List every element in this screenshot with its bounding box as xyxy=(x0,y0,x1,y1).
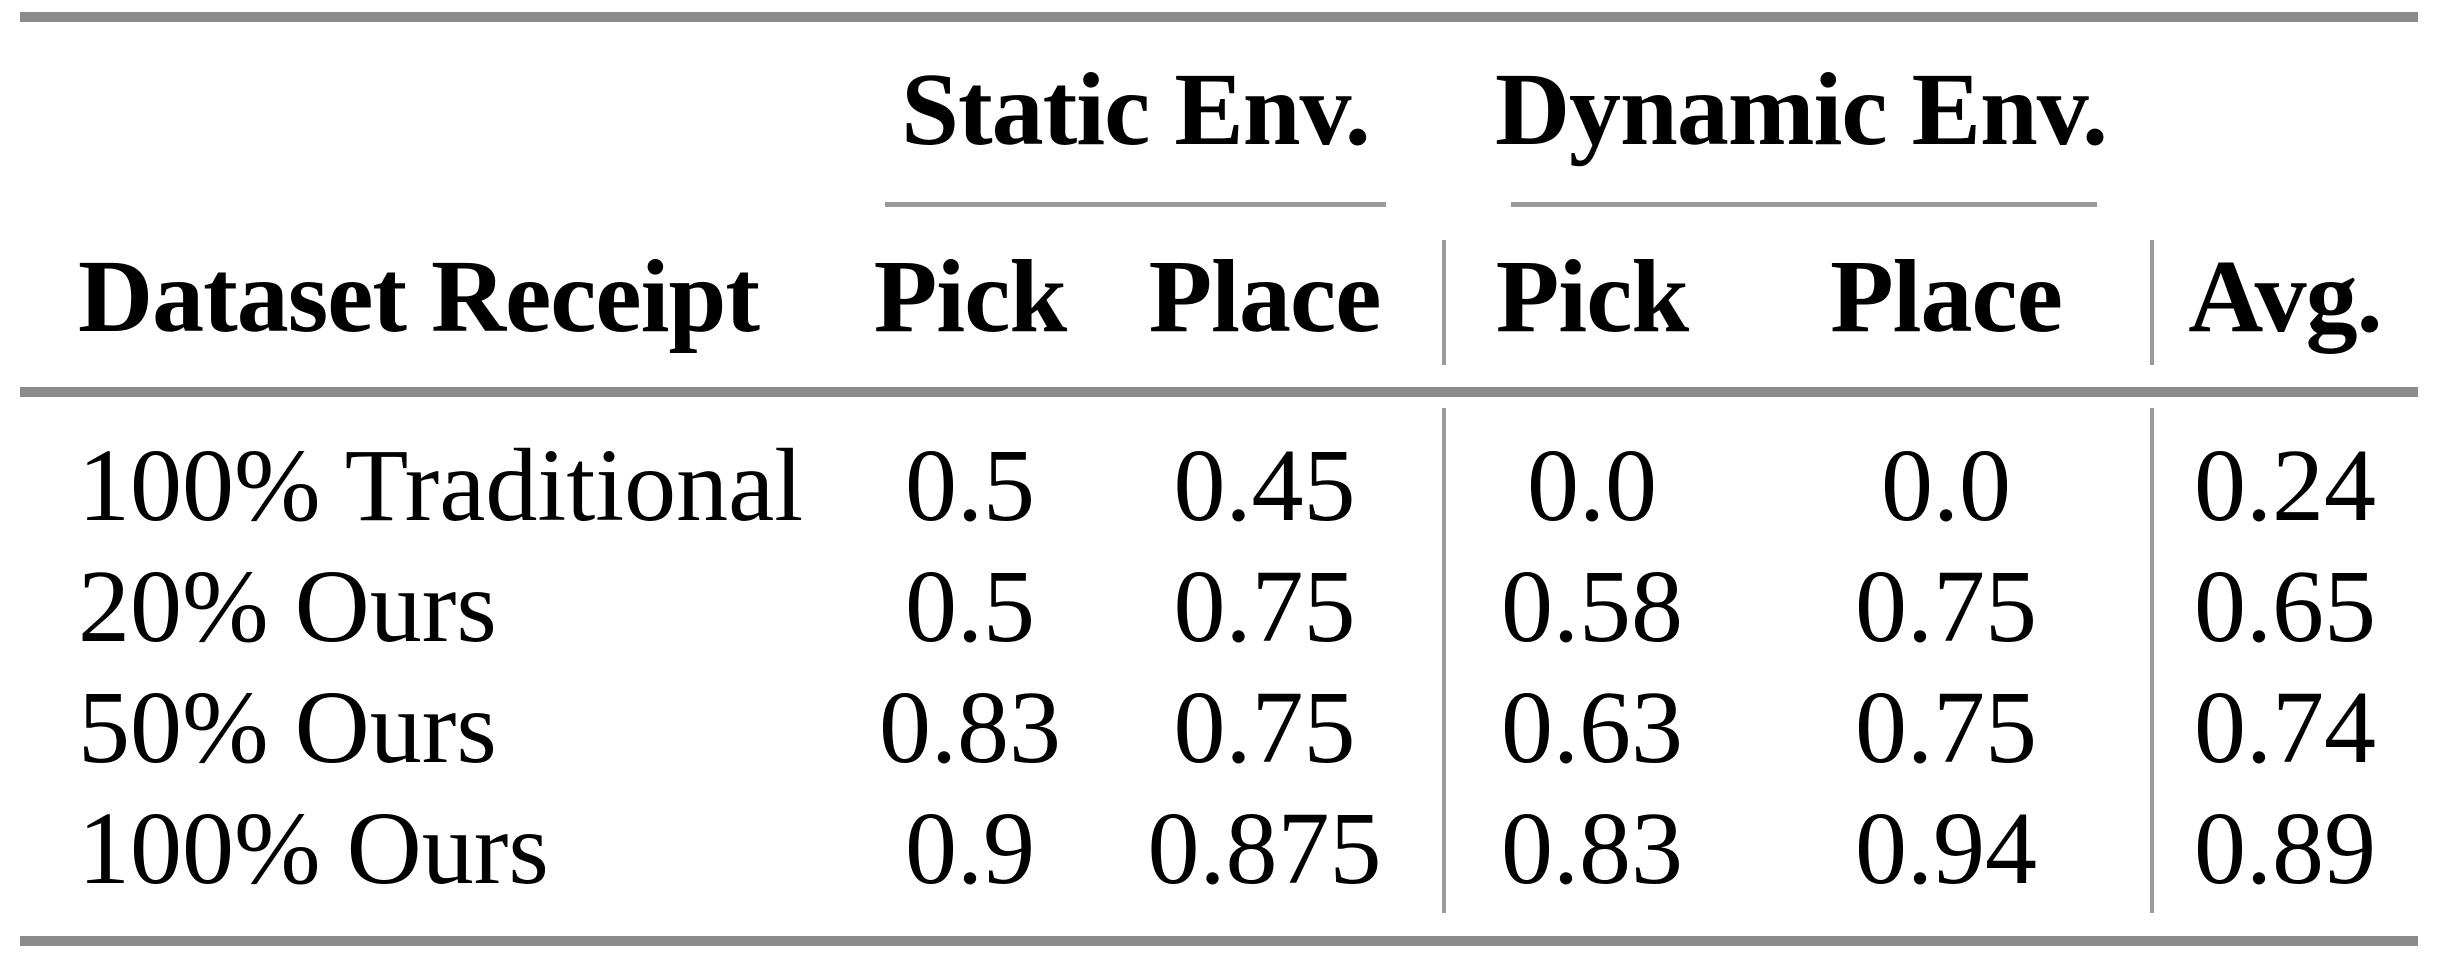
cell-r2-static-place: 0.75 xyxy=(1173,548,1356,664)
cell-r4-avg: 0.89 xyxy=(2194,791,2376,906)
column-group-dynamic-env: Dynamic Env. xyxy=(1494,52,2108,167)
cell-r1-avg: 0.24 xyxy=(2194,427,2376,543)
header-dynamic-pick: Pick xyxy=(1495,239,1689,354)
header-avg: Avg. xyxy=(2188,239,2382,354)
cell-r3-static-place: 0.75 xyxy=(1173,669,1356,785)
header-static-place: Place xyxy=(1148,239,1382,354)
vertical-separator-1-header xyxy=(1442,240,1446,365)
cell-r2-dynamic-pick: 0.58 xyxy=(1501,548,1683,664)
column-group-static-env: Static Env. xyxy=(901,52,1371,167)
cell-r1-static-pick: 0.5 xyxy=(905,427,1035,543)
cell-r4-static-pick: 0.9 xyxy=(905,791,1035,906)
cell-r4-dynamic-place: 0.94 xyxy=(1855,791,2037,906)
header-static-pick: Pick xyxy=(873,239,1067,354)
cell-r3-dynamic-place: 0.75 xyxy=(1855,669,2037,785)
cell-r2-avg: 0.65 xyxy=(2194,548,2376,664)
cell-r1-dynamic-pick: 0.0 xyxy=(1527,427,1657,543)
header-dynamic-place: Place xyxy=(1830,239,2063,354)
header-dataset-receipt: Dataset Receipt xyxy=(78,239,760,354)
cmidrule-static-env xyxy=(885,202,1386,207)
cell-r4-static-place: 0.875 xyxy=(1147,791,1382,906)
row-label-50pct-ours: 50% Ours xyxy=(78,669,497,785)
vertical-separator-2-body xyxy=(2150,408,2154,913)
row-label-20pct-ours: 20% Ours xyxy=(78,548,497,664)
top-rule xyxy=(20,12,2418,22)
cell-r2-dynamic-place: 0.75 xyxy=(1855,548,2037,664)
cell-r1-dynamic-place: 0.0 xyxy=(1881,427,2011,543)
cell-r2-static-pick: 0.5 xyxy=(905,548,1035,664)
cell-r3-avg: 0.74 xyxy=(2194,669,2376,785)
cell-r1-static-place: 0.45 xyxy=(1173,427,1356,543)
results-table-grid: Static Env. Dynamic Env. Dataset Receipt… xyxy=(20,0,2418,910)
cell-r4-dynamic-pick: 0.83 xyxy=(1501,791,1683,906)
vertical-separator-1-body xyxy=(1442,408,1446,913)
cell-r3-static-pick: 0.83 xyxy=(879,669,1061,785)
row-label-100pct-traditional: 100% Traditional xyxy=(78,427,804,543)
vertical-separator-2-header xyxy=(2150,240,2154,365)
cmidrule-dynamic-env xyxy=(1511,202,2097,207)
cell-r3-dynamic-pick: 0.63 xyxy=(1501,669,1683,785)
bottom-rule xyxy=(20,936,2418,946)
mid-rule xyxy=(20,387,2418,397)
row-label-100pct-ours: 100% Ours xyxy=(78,791,549,906)
